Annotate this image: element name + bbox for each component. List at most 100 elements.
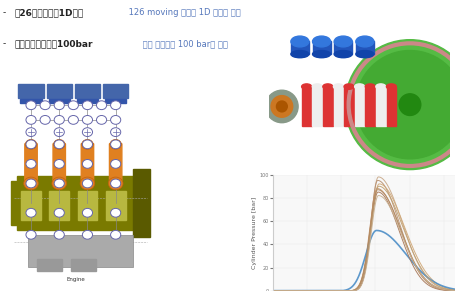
Circle shape: [110, 139, 121, 149]
Circle shape: [68, 116, 78, 124]
Circle shape: [54, 179, 64, 188]
Bar: [11, 181, 23, 225]
Circle shape: [54, 139, 65, 149]
Circle shape: [54, 128, 64, 136]
Circle shape: [27, 180, 35, 187]
Circle shape: [277, 101, 287, 112]
Bar: [21, 191, 41, 220]
Circle shape: [54, 101, 64, 110]
Bar: [344, 87, 354, 126]
Bar: [103, 84, 128, 98]
Ellipse shape: [313, 51, 331, 58]
FancyBboxPatch shape: [25, 143, 37, 184]
Circle shape: [399, 94, 421, 116]
Circle shape: [54, 116, 64, 124]
Circle shape: [54, 230, 64, 239]
Text: Piston2: Piston2: [53, 80, 66, 84]
Bar: [49, 99, 70, 103]
Text: 최대 연소압은 100 bar로 설정: 최대 연소압은 100 bar로 설정: [141, 39, 228, 48]
Circle shape: [54, 208, 64, 217]
Ellipse shape: [313, 36, 331, 47]
Circle shape: [26, 101, 36, 110]
Circle shape: [112, 180, 119, 187]
Circle shape: [26, 159, 36, 168]
Ellipse shape: [344, 84, 354, 89]
Text: 设最大燃烧压力为100bar: 设最大燃烧压力为100bar: [15, 39, 93, 48]
Bar: [355, 87, 364, 126]
Circle shape: [82, 159, 92, 168]
Ellipse shape: [291, 36, 309, 47]
Ellipse shape: [334, 36, 352, 47]
Text: -: -: [3, 39, 9, 48]
Ellipse shape: [376, 84, 386, 89]
Circle shape: [111, 101, 121, 110]
Circle shape: [111, 159, 121, 168]
Circle shape: [24, 177, 38, 190]
Circle shape: [84, 180, 91, 187]
Bar: [365, 87, 375, 126]
Bar: [334, 87, 344, 126]
Bar: [312, 87, 322, 126]
FancyBboxPatch shape: [110, 143, 122, 184]
Bar: [334, 42, 352, 54]
Circle shape: [54, 159, 64, 168]
Circle shape: [68, 101, 78, 110]
Circle shape: [96, 116, 106, 124]
FancyBboxPatch shape: [81, 143, 94, 184]
Circle shape: [111, 140, 121, 149]
Text: Piston4: Piston4: [109, 80, 122, 84]
Y-axis label: Cylinder Pressure [bar]: Cylinder Pressure [bar]: [252, 197, 257, 269]
Ellipse shape: [302, 84, 312, 89]
Bar: [376, 87, 386, 126]
Circle shape: [82, 230, 92, 239]
Circle shape: [266, 90, 298, 123]
Bar: [49, 191, 69, 220]
Circle shape: [82, 101, 92, 110]
Circle shape: [56, 180, 63, 187]
Circle shape: [82, 140, 92, 149]
Circle shape: [82, 116, 92, 124]
Circle shape: [28, 142, 34, 147]
Bar: [291, 42, 309, 54]
Bar: [356, 42, 374, 54]
Text: 126 moving 부품을 1D 계산에 적용: 126 moving 부품을 1D 계산에 적용: [126, 8, 241, 17]
Circle shape: [111, 179, 121, 188]
Ellipse shape: [356, 51, 374, 58]
Circle shape: [111, 128, 121, 136]
Bar: [17, 176, 138, 230]
Ellipse shape: [356, 36, 374, 47]
Ellipse shape: [334, 51, 352, 58]
Bar: [132, 181, 144, 225]
Bar: [78, 191, 97, 220]
Circle shape: [26, 179, 36, 188]
Text: Engine: Engine: [67, 277, 86, 282]
Ellipse shape: [291, 51, 309, 58]
Bar: [46, 84, 72, 98]
Bar: [106, 191, 126, 220]
FancyBboxPatch shape: [53, 143, 66, 184]
Circle shape: [54, 140, 64, 149]
Circle shape: [82, 208, 92, 217]
Circle shape: [111, 208, 121, 217]
Text: 将26运动件用于1D计算: 将26运动件用于1D计算: [15, 8, 84, 17]
Circle shape: [85, 142, 90, 147]
Circle shape: [82, 128, 92, 136]
Circle shape: [80, 177, 95, 190]
Circle shape: [356, 51, 455, 159]
Bar: [75, 84, 100, 98]
Circle shape: [96, 101, 106, 110]
Circle shape: [26, 116, 36, 124]
Circle shape: [26, 128, 36, 136]
Circle shape: [52, 177, 66, 190]
Bar: [37, 259, 62, 272]
Bar: [302, 87, 312, 126]
Circle shape: [113, 142, 118, 147]
Bar: [323, 87, 333, 126]
Circle shape: [25, 139, 37, 149]
Circle shape: [26, 230, 36, 239]
Bar: [313, 42, 331, 54]
Ellipse shape: [323, 84, 333, 89]
Circle shape: [345, 40, 455, 170]
Circle shape: [82, 179, 92, 188]
Ellipse shape: [354, 84, 364, 89]
